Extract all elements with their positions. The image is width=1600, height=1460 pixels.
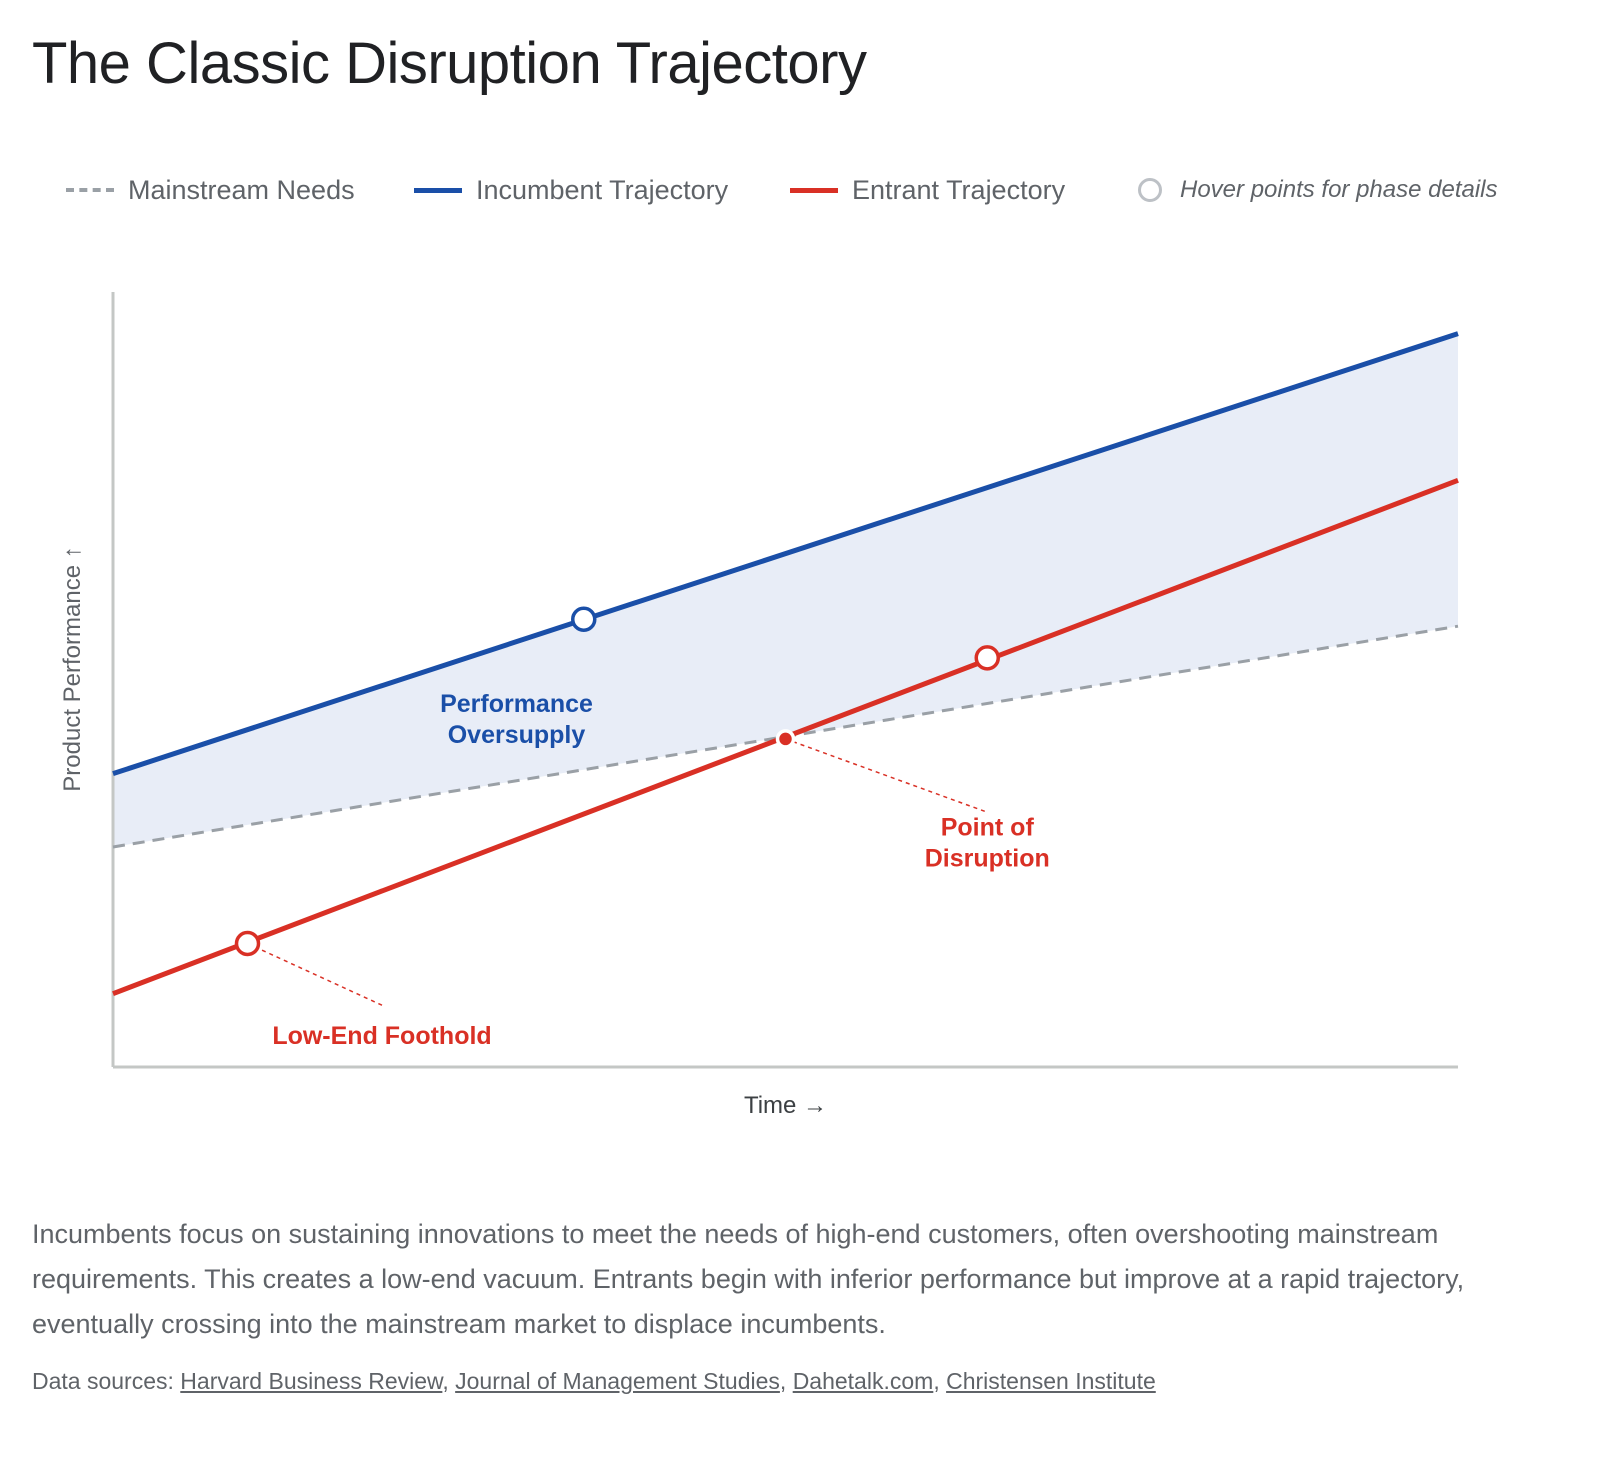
legend-item-mainstream-needs[interactable]: Mainstream Needs (66, 170, 355, 210)
y-axis-label: Product Performance ↑ (59, 546, 86, 791)
legend-label: Incumbent Trajectory (476, 174, 729, 205)
legend-hover-hint: Hover points for phase details (1138, 170, 1498, 210)
annotation-label-0-1: Oversupply (448, 721, 586, 749)
incumbent-trajectory-line (112, 331, 1459, 777)
phase-point-3[interactable] (974, 645, 1000, 671)
blue-line-icon (414, 187, 462, 193)
source-link-hbr[interactable]: Harvard Business Review (180, 1368, 443, 1394)
legend-item-incumbent-trajectory[interactable]: Incumbent Trajectory (414, 170, 728, 210)
source-link-christensen[interactable]: Christensen Institute (946, 1368, 1156, 1394)
legend-label: Mainstream Needs (128, 174, 355, 205)
red-line-icon (790, 187, 838, 193)
phase-point-0[interactable] (571, 606, 597, 632)
annotation-leader-1 (785, 738, 988, 813)
x-axis-label: Time → (744, 1092, 827, 1119)
annotation-label-0-0: Performance (440, 690, 593, 718)
disruption-chart: Performance Oversupply Point of Disruption L… (59, 292, 1459, 1119)
phase-point-2[interactable] (775, 729, 796, 749)
legend-item-entrant-trajectory[interactable]: Entrant Trajectory (790, 170, 1065, 210)
circle-icon (1138, 178, 1162, 202)
chart-description: Incumbents focus on sustaining innovatio… (32, 1219, 1465, 1339)
chart-legend: Mainstream Needs Incumbent Trajectory En… (66, 170, 1546, 210)
annotation-label-1-0: Point of (941, 813, 1035, 841)
hint-text: Hover points for phase details (1180, 176, 1498, 203)
annotation-label-2-0: Low-End Foothold (272, 1022, 491, 1050)
sources-label: Data sources: (32, 1368, 181, 1394)
source-link-jms[interactable]: Journal of Management Studies (455, 1368, 780, 1394)
annotation-label-1-1: Disruption (925, 844, 1050, 872)
dashed-line-icon (66, 188, 114, 192)
legend-label: Entrant Trajectory (852, 174, 1066, 205)
phase-point-1[interactable] (234, 930, 261, 957)
oversupply-region (113, 333, 1458, 847)
source-link-dahetalk[interactable]: Dahetalk.com (792, 1368, 934, 1394)
page-title: The Classic Disruption Trajectory (32, 31, 867, 96)
annotation-leader-2 (247, 942, 383, 1006)
data-sources: Data sources: Harvard Business Review, J… (32, 1368, 1156, 1394)
